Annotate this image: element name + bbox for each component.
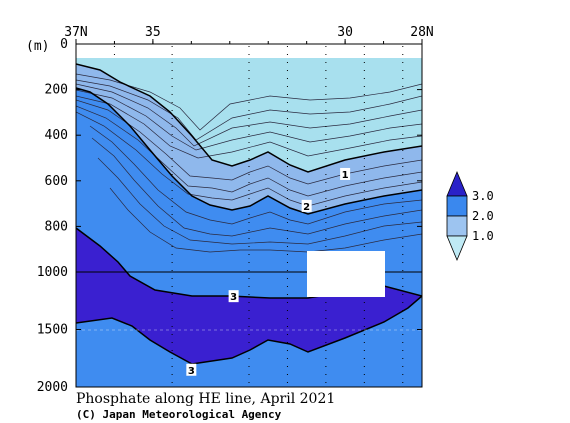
contour-label-3: 3 [188,366,195,377]
colorbar-seg-1-2 [446,215,468,237]
y-tick-label-1500: 1500 [37,323,68,338]
zone-below-1 [76,58,422,172]
colorbar-label-2: 2.0 [472,209,494,223]
x-tick-label-35: 35 [145,25,161,40]
chart-title: Phosphate along HE line, April 2021 [76,391,335,407]
nodata-box [307,251,385,297]
x-tick-label-37: 37N [64,25,87,40]
contour-label-2: 3 [230,292,237,303]
plot-frame [75,43,423,388]
y-axis-unit-label: (m) [26,39,49,54]
y-tick-label-600: 600 [45,174,68,189]
x-tick-label-28: 28N [410,25,433,40]
y-tick-label-800: 800 [45,219,68,234]
colorbar: 3.0 2.0 1.0 [446,170,494,262]
chart-credit: (C) Japan Meteorological Agency [76,408,282,421]
contour-label-bg-1 [301,199,312,212]
contour-labels: 1 2 3 3 [186,167,351,377]
colorbar-seg-2-3 [446,195,468,217]
contour-1 [76,63,422,173]
y-tick-label-400: 400 [45,128,68,143]
contour-label-bg-0 [340,167,351,180]
x-axis: 37N 35 30 28N [64,25,434,44]
zone-nodata-top [76,44,422,62]
y-tick-label-2000: 2000 [37,380,68,395]
contour-3-lower [76,295,422,365]
plot-area [76,44,422,387]
contour-label-1: 2 [303,202,310,213]
contour-label-bg-3 [186,363,197,376]
station-lines [113,46,404,385]
colorbar-label-1: 1.0 [472,229,494,243]
thin-contours [76,73,422,253]
x-tick-label-30: 30 [337,25,353,40]
y-tick-label-200: 200 [45,83,68,98]
colorbar-label-3: 3.0 [472,189,494,203]
y-tick-label-1000: 1000 [37,265,68,280]
y-tick-label-0: 0 [60,37,68,52]
contour-label-0: 1 [342,170,349,181]
y-axis: 0 200 400 600 800 1000 1500 2000 [37,37,422,395]
contour-label-bg-2 [228,290,239,303]
colorbar-bottom-cap [446,235,468,262]
contour-2 [76,87,422,215]
colorbar-top-cap [446,170,468,197]
